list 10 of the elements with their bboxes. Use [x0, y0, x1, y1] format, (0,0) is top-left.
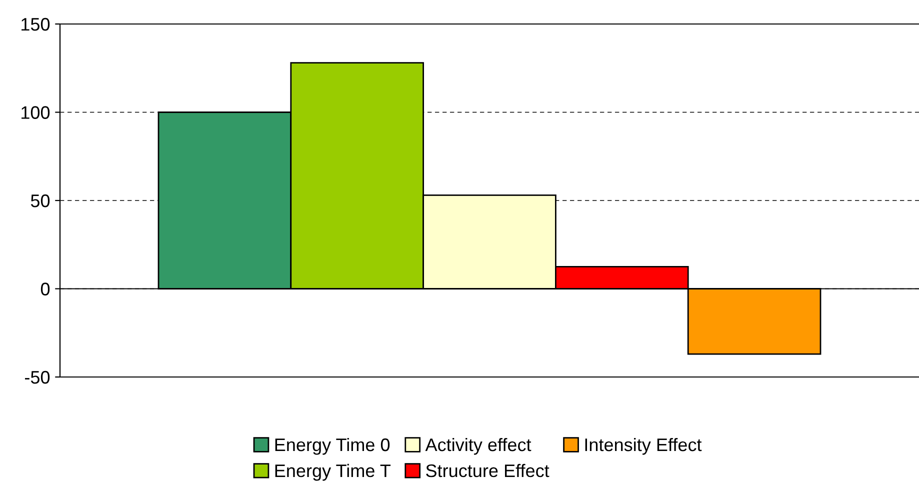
- legend-label: Energy Time T: [275, 464, 391, 481]
- y-tick-label: -50: [24, 370, 50, 384]
- y-tick-label: 100: [22, 106, 50, 119]
- legend-label: Structure Effect: [426, 464, 550, 478]
- y-tick-label: 150: [22, 18, 50, 31]
- y-tick-label: 0: [40, 282, 50, 296]
- legend-label: Energy Time 0: [275, 438, 390, 455]
- y-tick-label: 50: [30, 194, 50, 208]
- legend-label: Activity effect: [425, 438, 532, 455]
- legend-label: Intensity Effect: [585, 438, 702, 455]
